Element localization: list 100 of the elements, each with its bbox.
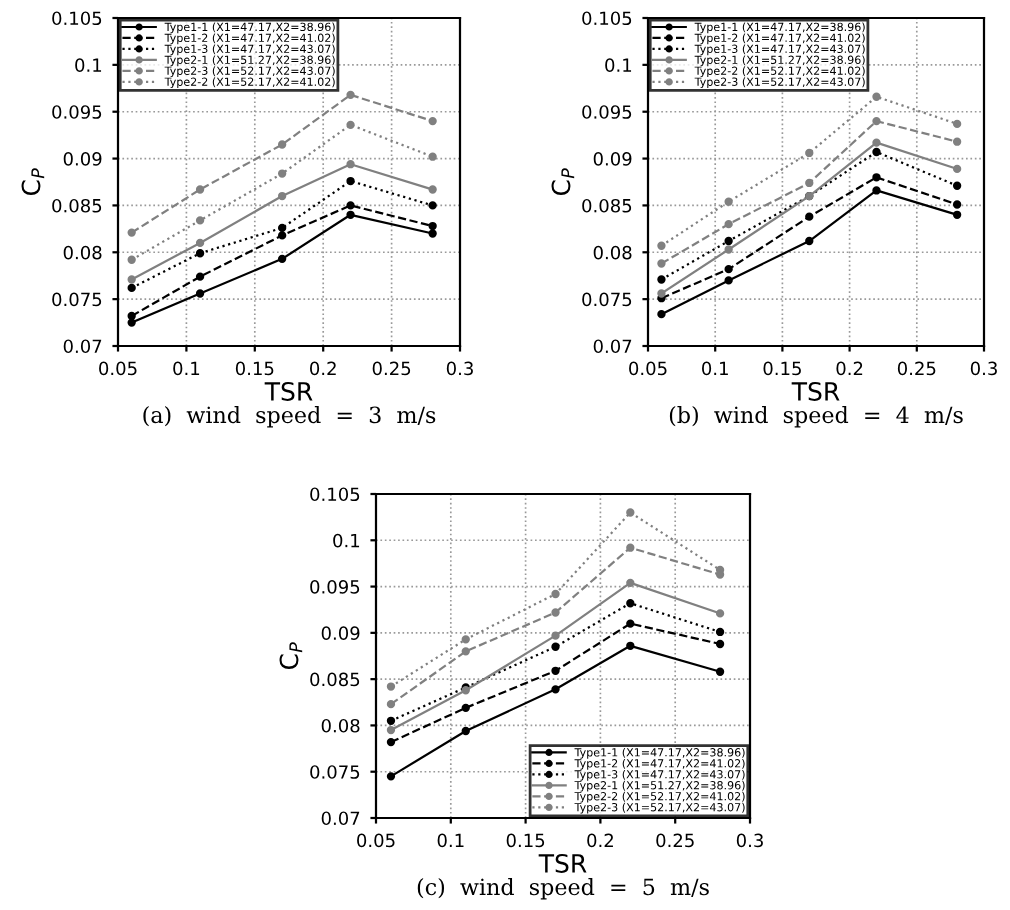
point [195,185,205,194]
point [428,229,437,238]
point [127,311,136,321]
point [386,682,396,691]
x-tick-label: 0.05 [99,361,137,376]
y-tick-label: 0.085 [52,198,102,213]
point [195,216,205,225]
point [195,289,205,298]
point [346,176,355,186]
point [805,148,814,158]
point [461,635,470,644]
point [195,249,205,258]
point [715,627,725,637]
point [127,228,136,237]
point [386,772,396,781]
y-tick-label: 0.075 [310,765,360,779]
y-tick-label: 0.07 [321,811,360,826]
x-tick-label: 0.15 [763,361,801,376]
point [346,90,355,100]
point [428,152,437,161]
x-tick-label: 0.25 [656,833,694,848]
point [277,254,287,264]
point [872,92,881,101]
x-axis-title: TSR [264,381,313,401]
x-tick-label: 0.05 [629,361,667,376]
point [461,703,470,713]
point [724,276,733,285]
point [277,191,287,201]
x-tick-label: 0.3 [970,361,997,376]
point [952,181,962,190]
point [952,164,962,174]
point [872,138,881,147]
x-axis-title: TSR [791,381,840,401]
point [277,140,287,149]
y-tick-label: 0.085 [310,672,360,687]
point [626,599,635,608]
x-tick-label: 0.2 [836,361,863,376]
point [386,737,396,747]
point [724,197,733,206]
y-tick-label: 0.08 [593,245,632,260]
point [127,283,136,293]
y-tick-label: 0.095 [582,105,632,119]
x-tick-label: 0.3 [736,833,763,848]
point [724,220,733,229]
point [386,725,396,735]
point [551,589,560,599]
text: (c) wind speed = 5 m/s [417,878,709,900]
y-tick-label: 0.09 [593,152,632,166]
point [872,116,881,126]
y-tick-label: 0.08 [63,245,102,260]
point [952,119,962,129]
x-tick-label: 0.1 [702,361,728,376]
y-tick-label: 0.1 [75,58,102,72]
y-tick-label: 0.1 [605,58,632,72]
point [127,255,136,264]
point [715,639,725,649]
point [127,318,136,327]
point [346,201,355,210]
point [346,210,355,219]
y-tick-label: 0.1 [333,533,360,548]
point [551,608,560,617]
y-tick-label: 0.075 [52,292,102,307]
point [551,666,560,675]
y-tick-label: 0.095 [52,105,102,119]
x-tick-label: 0.15 [506,833,545,848]
y-axis-title: C$_{P}$ [279,642,303,670]
point [386,699,396,709]
point [657,309,666,319]
point [626,641,635,650]
point [872,186,881,195]
y-tick-label: 0.095 [310,580,360,594]
x-tick-label: 0.25 [372,361,411,376]
point [872,173,881,182]
x-tick-label: 0.15 [235,361,274,376]
y-tick-label: 0.09 [63,152,102,166]
point [195,238,205,248]
point [195,272,205,281]
x-tick-label: 0.2 [310,361,336,376]
point [626,578,635,588]
point [386,716,396,725]
point [805,212,814,221]
point [626,543,635,552]
y-tick-label: 0.085 [582,198,632,213]
point [551,631,560,640]
point [724,264,733,274]
point [428,201,437,210]
point [346,160,355,169]
point [657,289,666,298]
point [346,120,355,129]
point [277,231,287,240]
point [952,137,962,146]
text: (b) wind speed = 4 m/s [669,406,963,428]
y-tick-label: 0.075 [582,292,632,307]
point [952,200,962,209]
x-tick-label: 0.2 [587,833,613,848]
point [428,221,437,231]
point [805,178,814,188]
x-tick-label: 0.05 [357,833,395,848]
point [626,619,635,628]
point [872,147,881,157]
